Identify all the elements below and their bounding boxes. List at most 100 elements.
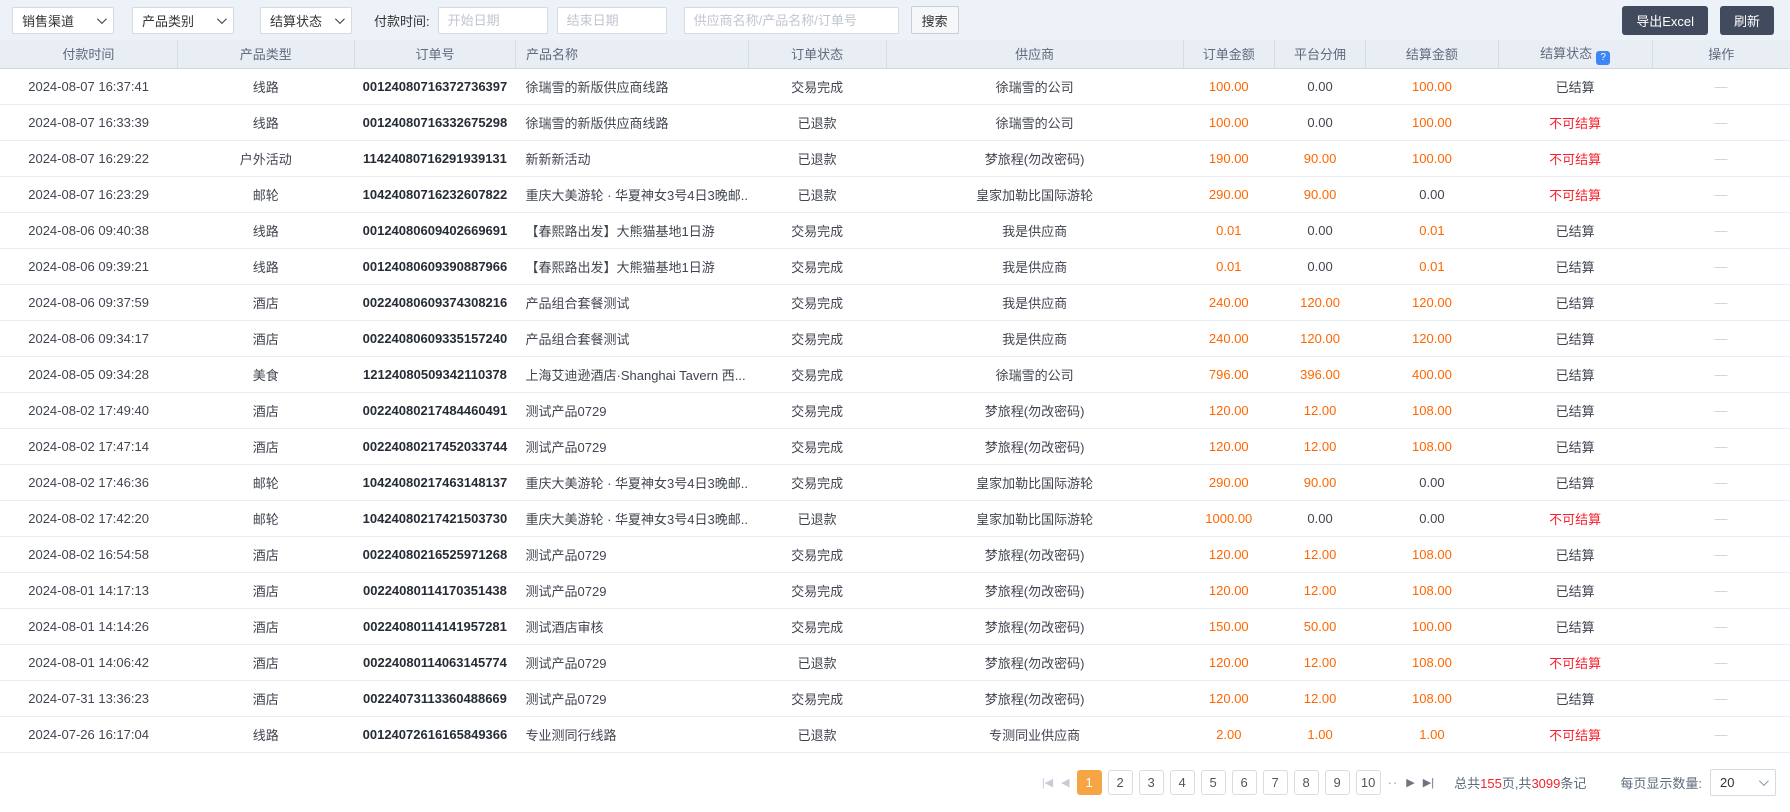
- cell-settle-amount: 0.00: [1365, 176, 1499, 213]
- end-date-input[interactable]: [556, 6, 667, 34]
- keyword-search-input[interactable]: [683, 6, 899, 34]
- page-buttons: 1 2 3 4 5 6 7 8 9 10: [1074, 770, 1384, 795]
- cell-order-status: 交易完成: [748, 320, 887, 357]
- cell-order-no: 00224080609374308216: [354, 284, 516, 321]
- more-pages-button[interactable]: ··: [1384, 775, 1403, 790]
- page-button[interactable]: 2: [1107, 770, 1133, 795]
- cell-product-type: 线路: [177, 104, 355, 141]
- page-button[interactable]: 8: [1293, 770, 1319, 795]
- cell-settle-status: 不可结算: [1498, 140, 1653, 177]
- cell-order-no: 00124080716372736397: [354, 68, 516, 105]
- cell-product-type: 酒店: [177, 572, 355, 609]
- last-page-button[interactable]: ▶|: [1419, 776, 1438, 789]
- sales-channel-select[interactable]: 销售渠道: [12, 6, 114, 34]
- cell-product-type: 线路: [177, 212, 355, 249]
- cell-action: —: [1652, 680, 1790, 717]
- cell-settle-status: 已结算: [1498, 212, 1653, 249]
- cell-product-type: 酒店: [177, 284, 355, 321]
- cell-commission: 90.00: [1274, 140, 1366, 177]
- cell-product-name: 测试产品0729: [515, 644, 749, 681]
- cell-order-no: 00224080217484460491: [354, 392, 516, 429]
- cell-order-no: 00224080609335157240: [354, 320, 516, 357]
- start-date-input[interactable]: [437, 6, 548, 34]
- page-button[interactable]: 10: [1355, 770, 1381, 795]
- total-suffix: 条记: [1560, 776, 1587, 791]
- cell-payment-time: 2024-08-01 14:06:42: [0, 644, 178, 681]
- cell-settle-status: 已结算: [1498, 428, 1653, 465]
- first-page-button[interactable]: |◀: [1038, 776, 1057, 789]
- cell-supplier: 梦旅程(勿改密码): [886, 428, 1184, 465]
- export-excel-button[interactable]: 导出Excel: [1622, 5, 1708, 35]
- cell-action: —: [1652, 248, 1790, 285]
- cell-commission: 50.00: [1274, 608, 1366, 645]
- cell-product-type: 酒店: [177, 608, 355, 645]
- cell-settle-status: 已结算: [1498, 572, 1653, 609]
- page-button[interactable]: 7: [1262, 770, 1288, 795]
- cell-order-no: 11424080716291939131: [354, 140, 516, 177]
- cell-commission: 12.00: [1274, 644, 1366, 681]
- table-row: 2024-07-31 13:36:23 酒店 00224073113360488…: [0, 680, 1790, 717]
- cell-payment-time: 2024-08-02 17:46:36: [0, 464, 178, 501]
- payment-time-label: 付款时间:: [374, 13, 430, 29]
- cell-order-no: 00224080217452033744: [354, 428, 516, 465]
- cell-settle-amount: 0.00: [1365, 464, 1499, 501]
- cell-order-status: 已退款: [748, 644, 887, 681]
- cell-order-status: 交易完成: [748, 68, 887, 105]
- prev-page-button[interactable]: ◀: [1057, 776, 1073, 789]
- cell-commission: 1.00: [1274, 716, 1366, 753]
- cell-order-no: 00124080609402669691: [354, 212, 516, 249]
- cell-settle-amount: 108.00: [1365, 536, 1499, 573]
- table-row: 2024-08-01 14:06:42 酒店 00224080114063145…: [0, 644, 1790, 681]
- col-product-type: 产品类型: [176, 40, 355, 69]
- cell-order-status: 已退款: [748, 176, 887, 213]
- cell-product-type: 酒店: [177, 536, 355, 573]
- table-row: 2024-08-06 09:39:21 线路 00124080609390887…: [0, 248, 1790, 285]
- table-header-row: 付款时间 产品类型 订单号 产品名称 订单状态 供应商 订单金额 平台分佣 结算…: [0, 40, 1790, 69]
- settlement-status-select[interactable]: 结算状态: [260, 6, 352, 34]
- cell-supplier: 梦旅程(勿改密码): [886, 572, 1184, 609]
- cell-commission: 0.00: [1274, 68, 1366, 105]
- page-button[interactable]: 4: [1169, 770, 1195, 795]
- table-row: 2024-08-02 17:47:14 酒店 00224080217452033…: [0, 428, 1790, 465]
- chevron-down-icon: [216, 13, 227, 24]
- page-button[interactable]: 5: [1200, 770, 1226, 795]
- total-records-count: 3099: [1531, 776, 1561, 791]
- cell-settle-amount: 0.01: [1365, 212, 1499, 249]
- cell-action: —: [1652, 140, 1790, 177]
- page-size-group: 每页显示数量: 20: [1620, 769, 1776, 796]
- cell-settle-amount: 108.00: [1365, 392, 1499, 429]
- cell-action: —: [1652, 500, 1790, 537]
- search-button[interactable]: 搜索: [910, 6, 959, 34]
- cell-product-name: 【春熙路出发】大熊猫基地1日游: [515, 212, 749, 249]
- product-category-select[interactable]: 产品类别: [132, 6, 234, 34]
- page-button[interactable]: 1: [1076, 770, 1102, 795]
- cell-product-type: 酒店: [177, 320, 355, 357]
- cell-product-name: 专业测同行线路: [515, 716, 749, 753]
- cell-order-status: 已退款: [748, 500, 887, 537]
- cell-product-name: 测试产品0729: [515, 680, 749, 717]
- table-row: 2024-08-05 09:34:28 美食 12124080509342110…: [0, 356, 1790, 393]
- cell-supplier: 我是供应商: [886, 320, 1184, 357]
- table-row: 2024-08-06 09:37:59 酒店 00224080609374308…: [0, 284, 1790, 321]
- help-icon[interactable]: ?: [1596, 50, 1611, 65]
- page-button[interactable]: 6: [1231, 770, 1257, 795]
- cell-settle-status: 不可结算: [1498, 176, 1653, 213]
- cell-product-name: 新新新活动: [515, 140, 749, 177]
- cell-commission: 0.00: [1274, 500, 1366, 537]
- col-order-amount: 订单金额: [1182, 40, 1275, 69]
- refresh-button[interactable]: 刷新: [1719, 5, 1774, 35]
- cell-payment-time: 2024-08-07 16:37:41: [0, 68, 178, 105]
- cell-order-status: 交易完成: [748, 212, 887, 249]
- cell-payment-time: 2024-08-01 14:17:13: [0, 572, 178, 609]
- cell-payment-time: 2024-08-01 14:14:26: [0, 608, 178, 645]
- page-button[interactable]: 9: [1324, 770, 1350, 795]
- cell-settle-amount: 120.00: [1365, 284, 1499, 321]
- cell-payment-time: 2024-08-07 16:29:22: [0, 140, 178, 177]
- cell-order-amount: 0.01: [1183, 212, 1275, 249]
- page-size-select[interactable]: 20: [1710, 769, 1776, 796]
- cell-settle-amount: 108.00: [1365, 572, 1499, 609]
- cell-product-name: 重庆大美游轮 · 华夏神女3号4日3晚邮...: [515, 500, 749, 537]
- next-page-button[interactable]: ▶: [1402, 776, 1418, 789]
- page-button[interactable]: 3: [1138, 770, 1164, 795]
